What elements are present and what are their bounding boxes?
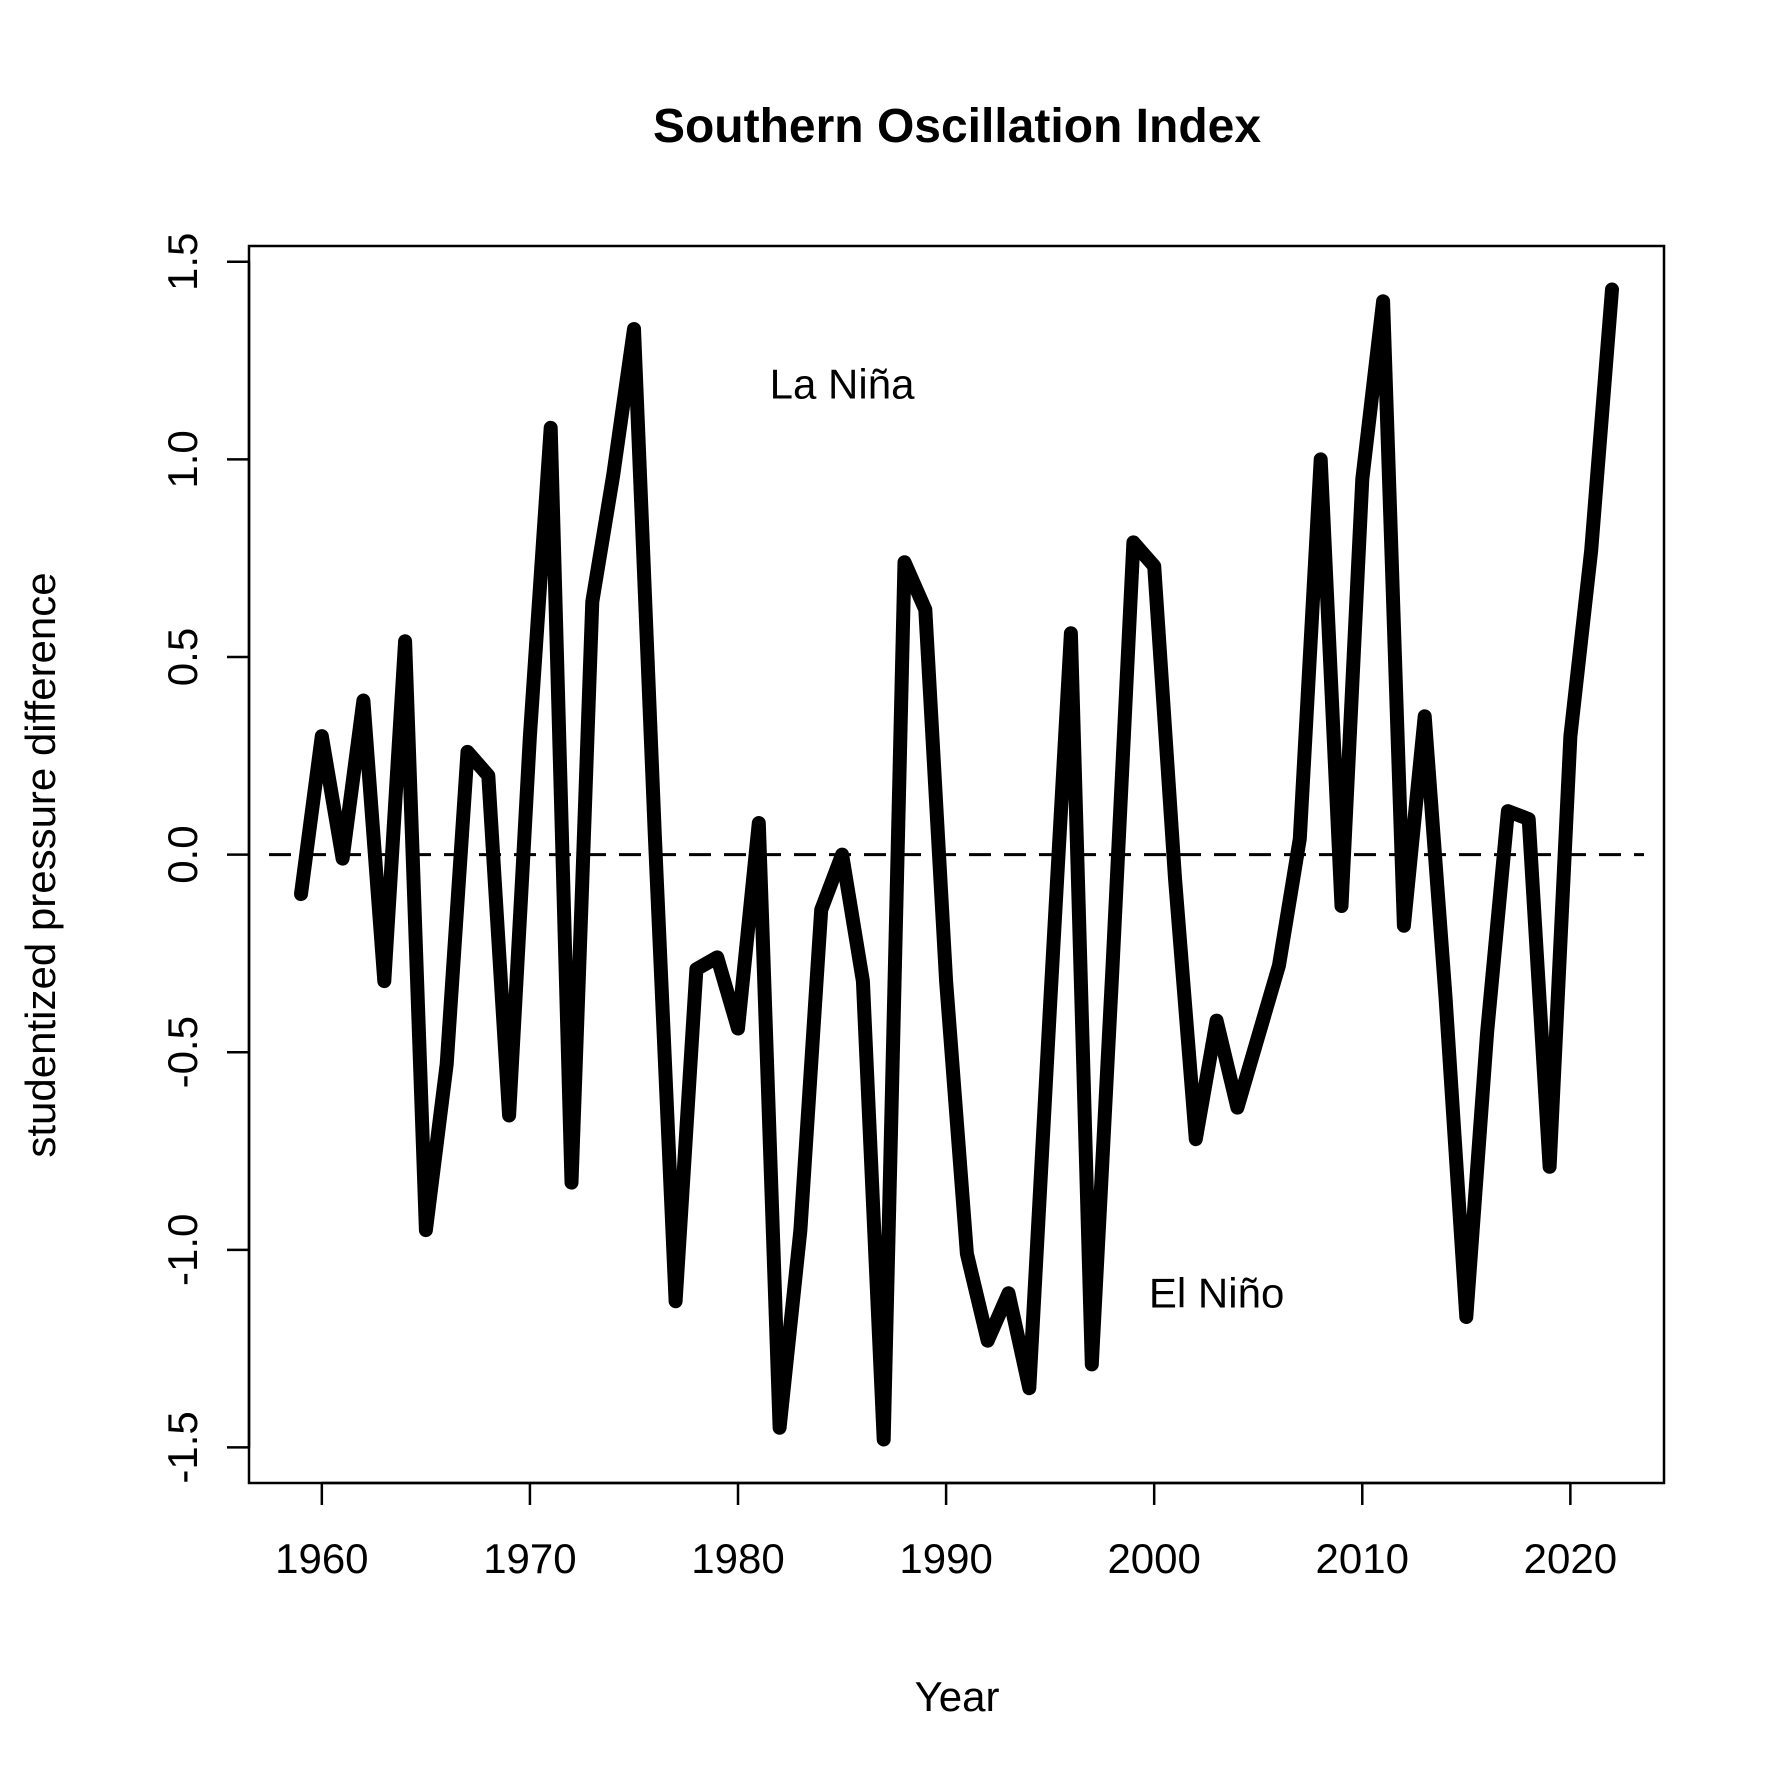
y-axis-label: studentized pressure difference [17,572,64,1157]
y-axis: -1.5 -1.0 -0.5 0.0 0.5 1.0 1.5 [159,233,251,1484]
y-tick-label: -0.5 [159,1016,206,1088]
y-tick-label: -1.0 [159,1214,206,1286]
x-axis-label: Year [915,1673,1000,1720]
x-tick-label: 2010 [1316,1535,1409,1582]
x-tick-label: 1960 [275,1535,368,1582]
chart-title: Southern Oscillation Index [653,100,1261,153]
x-tick-label: 1990 [899,1535,992,1582]
y-tick-label: 1.5 [159,233,206,291]
y-tick-label: -1.5 [159,1411,206,1483]
x-tick-label: 2020 [1524,1535,1617,1582]
x-tick-label: 1980 [691,1535,784,1582]
x-axis: 1960 1970 1980 1990 2000 2010 2020 [275,1481,1617,1582]
x-tick-label: 1970 [483,1535,576,1582]
series-line-soi [294,282,1619,1447]
y-tick-label: 0.5 [159,628,206,686]
y-tick-label: 1.0 [159,430,206,488]
x-tick-label: 2000 [1107,1535,1200,1582]
y-tick-label: 0.0 [159,825,206,883]
annotation-el-nino: El Niño [1149,1269,1284,1316]
annotation-la-nina: La Niña [770,360,915,407]
